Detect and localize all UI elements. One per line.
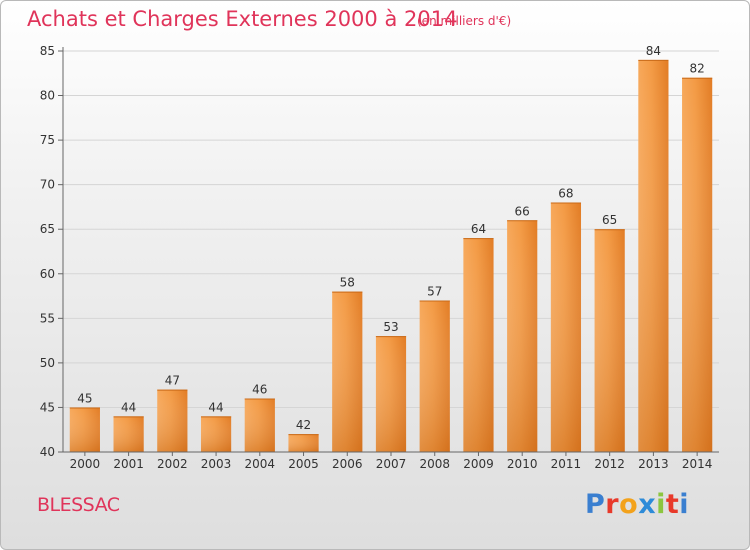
x-tick-label-2009: 2009 xyxy=(463,457,494,471)
x-tick-label-2002: 2002 xyxy=(157,457,188,471)
data-label-2014: 82 xyxy=(689,62,704,76)
x-tick-label-2013: 2013 xyxy=(638,457,669,471)
logo-letter: r xyxy=(605,489,620,520)
data-label-2013: 84 xyxy=(646,44,661,58)
bar-shade-2014 xyxy=(682,77,713,452)
data-label-2004: 46 xyxy=(252,383,267,397)
bar-shade-2002 xyxy=(157,389,188,452)
logo-letter: P xyxy=(585,489,606,520)
y-tick-label: 75 xyxy=(40,133,55,147)
x-tick-label-2008: 2008 xyxy=(419,457,450,471)
y-tick-label: 40 xyxy=(40,445,55,459)
logo-letter: i xyxy=(656,489,666,520)
logo-letter: i xyxy=(679,489,690,520)
data-label-2006: 58 xyxy=(340,276,355,290)
x-tick-label-2010: 2010 xyxy=(507,457,538,471)
bar-shade-2006 xyxy=(332,291,363,452)
bar-shade-2007 xyxy=(375,336,407,452)
data-label-2012: 65 xyxy=(602,213,617,227)
bar-shade-2010 xyxy=(507,220,538,452)
y-tick-label: 70 xyxy=(40,178,55,192)
x-tick-label-2005: 2005 xyxy=(288,457,319,471)
x-tick-label-2003: 2003 xyxy=(201,457,232,471)
x-tick-label-2004: 2004 xyxy=(245,457,276,471)
proxiti-logo: Proxiti xyxy=(585,489,689,520)
x-tick-label-2012: 2012 xyxy=(594,457,625,471)
y-tick-label: 55 xyxy=(40,311,55,325)
data-label-2010: 66 xyxy=(515,204,530,218)
bar-shade-2003 xyxy=(200,416,232,452)
data-label-2007: 53 xyxy=(383,320,398,334)
chart-title: Achats et Charges Externes 2000 à 2014 xyxy=(27,7,458,31)
bar-shade-2000 xyxy=(69,407,100,452)
logo-letter: x xyxy=(638,489,657,520)
bar-shade-2012 xyxy=(594,229,625,452)
x-tick-label-2014: 2014 xyxy=(682,457,713,471)
y-tick-label: 85 xyxy=(40,44,55,58)
data-label-2009: 64 xyxy=(471,222,486,236)
bar-shade-2011 xyxy=(550,202,582,452)
x-tick-label-2001: 2001 xyxy=(113,457,144,471)
data-label-2001: 44 xyxy=(121,400,136,414)
x-tick-label-2011: 2011 xyxy=(551,457,582,471)
data-label-2008: 57 xyxy=(427,285,442,299)
y-tick-label: 60 xyxy=(40,267,55,281)
x-tick-label-2000: 2000 xyxy=(70,457,101,471)
bar-shade-2013 xyxy=(638,59,669,453)
commune-name: BLESSAC xyxy=(37,494,120,516)
bar-shade-2004 xyxy=(244,398,275,452)
y-tick-label: 45 xyxy=(40,400,55,414)
logo-letter: o xyxy=(619,489,639,520)
x-tick-label-2006: 2006 xyxy=(332,457,363,471)
chart-subtitle: (en milliers d'€) xyxy=(417,14,512,28)
bar-shade-2008 xyxy=(419,300,450,452)
data-label-2003: 44 xyxy=(208,400,223,414)
data-label-2011: 68 xyxy=(558,186,573,200)
y-tick-label: 65 xyxy=(40,222,55,236)
data-label-2005: 42 xyxy=(296,418,311,432)
bar-shade-2009 xyxy=(463,238,494,452)
data-label-2000: 45 xyxy=(77,391,92,405)
y-tick-label: 80 xyxy=(40,89,55,103)
logo-letter: t xyxy=(665,489,680,520)
bar-shade-2001 xyxy=(113,416,144,452)
x-tick-label-2007: 2007 xyxy=(376,457,407,471)
y-tick-label: 50 xyxy=(40,356,55,370)
data-label-2002: 47 xyxy=(165,374,180,388)
bar-shade-2005 xyxy=(288,434,319,452)
